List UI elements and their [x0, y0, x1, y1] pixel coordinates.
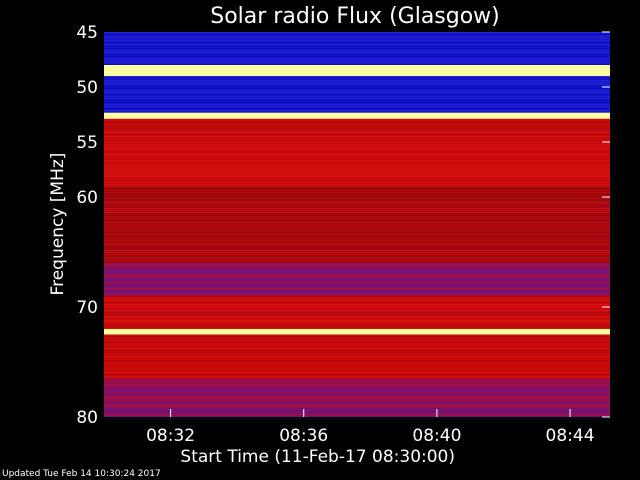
- plot-area: [104, 32, 610, 417]
- x-axis-ticks: 08:32 08:36 08:40 08:44: [146, 409, 595, 446]
- y-axis-ticks: 45 50 55 60 70 80: [76, 23, 610, 428]
- x-tick-label: 08:32: [146, 426, 195, 446]
- x-axis-label: Start Time (11-Feb-17 08:30:00): [180, 447, 455, 467]
- x-tick-label: 08:44: [546, 426, 595, 446]
- band-8: [104, 329, 610, 335]
- texture-stripes: [104, 32, 610, 417]
- y-tick-label: 50: [76, 78, 98, 98]
- y-tick-label: 45: [76, 23, 98, 43]
- y-tick-label: 55: [76, 133, 98, 153]
- y-tick-label: 60: [76, 188, 98, 208]
- band-1: [104, 65, 610, 76]
- band-3: [104, 112, 610, 119]
- chart-title: Solar radio Flux (Glasgow): [210, 4, 500, 29]
- updated-timestamp: Updated Tue Feb 14 10:30:24 2017: [2, 469, 161, 479]
- x-tick-label: 08:40: [412, 426, 461, 446]
- band-6: [104, 263, 610, 296]
- x-tick-label: 08:36: [279, 426, 328, 446]
- y-axis-label: Frequency [MHz]: [48, 153, 68, 296]
- y-tick-label: 70: [76, 298, 98, 318]
- y-tick-label: 80: [76, 408, 98, 428]
